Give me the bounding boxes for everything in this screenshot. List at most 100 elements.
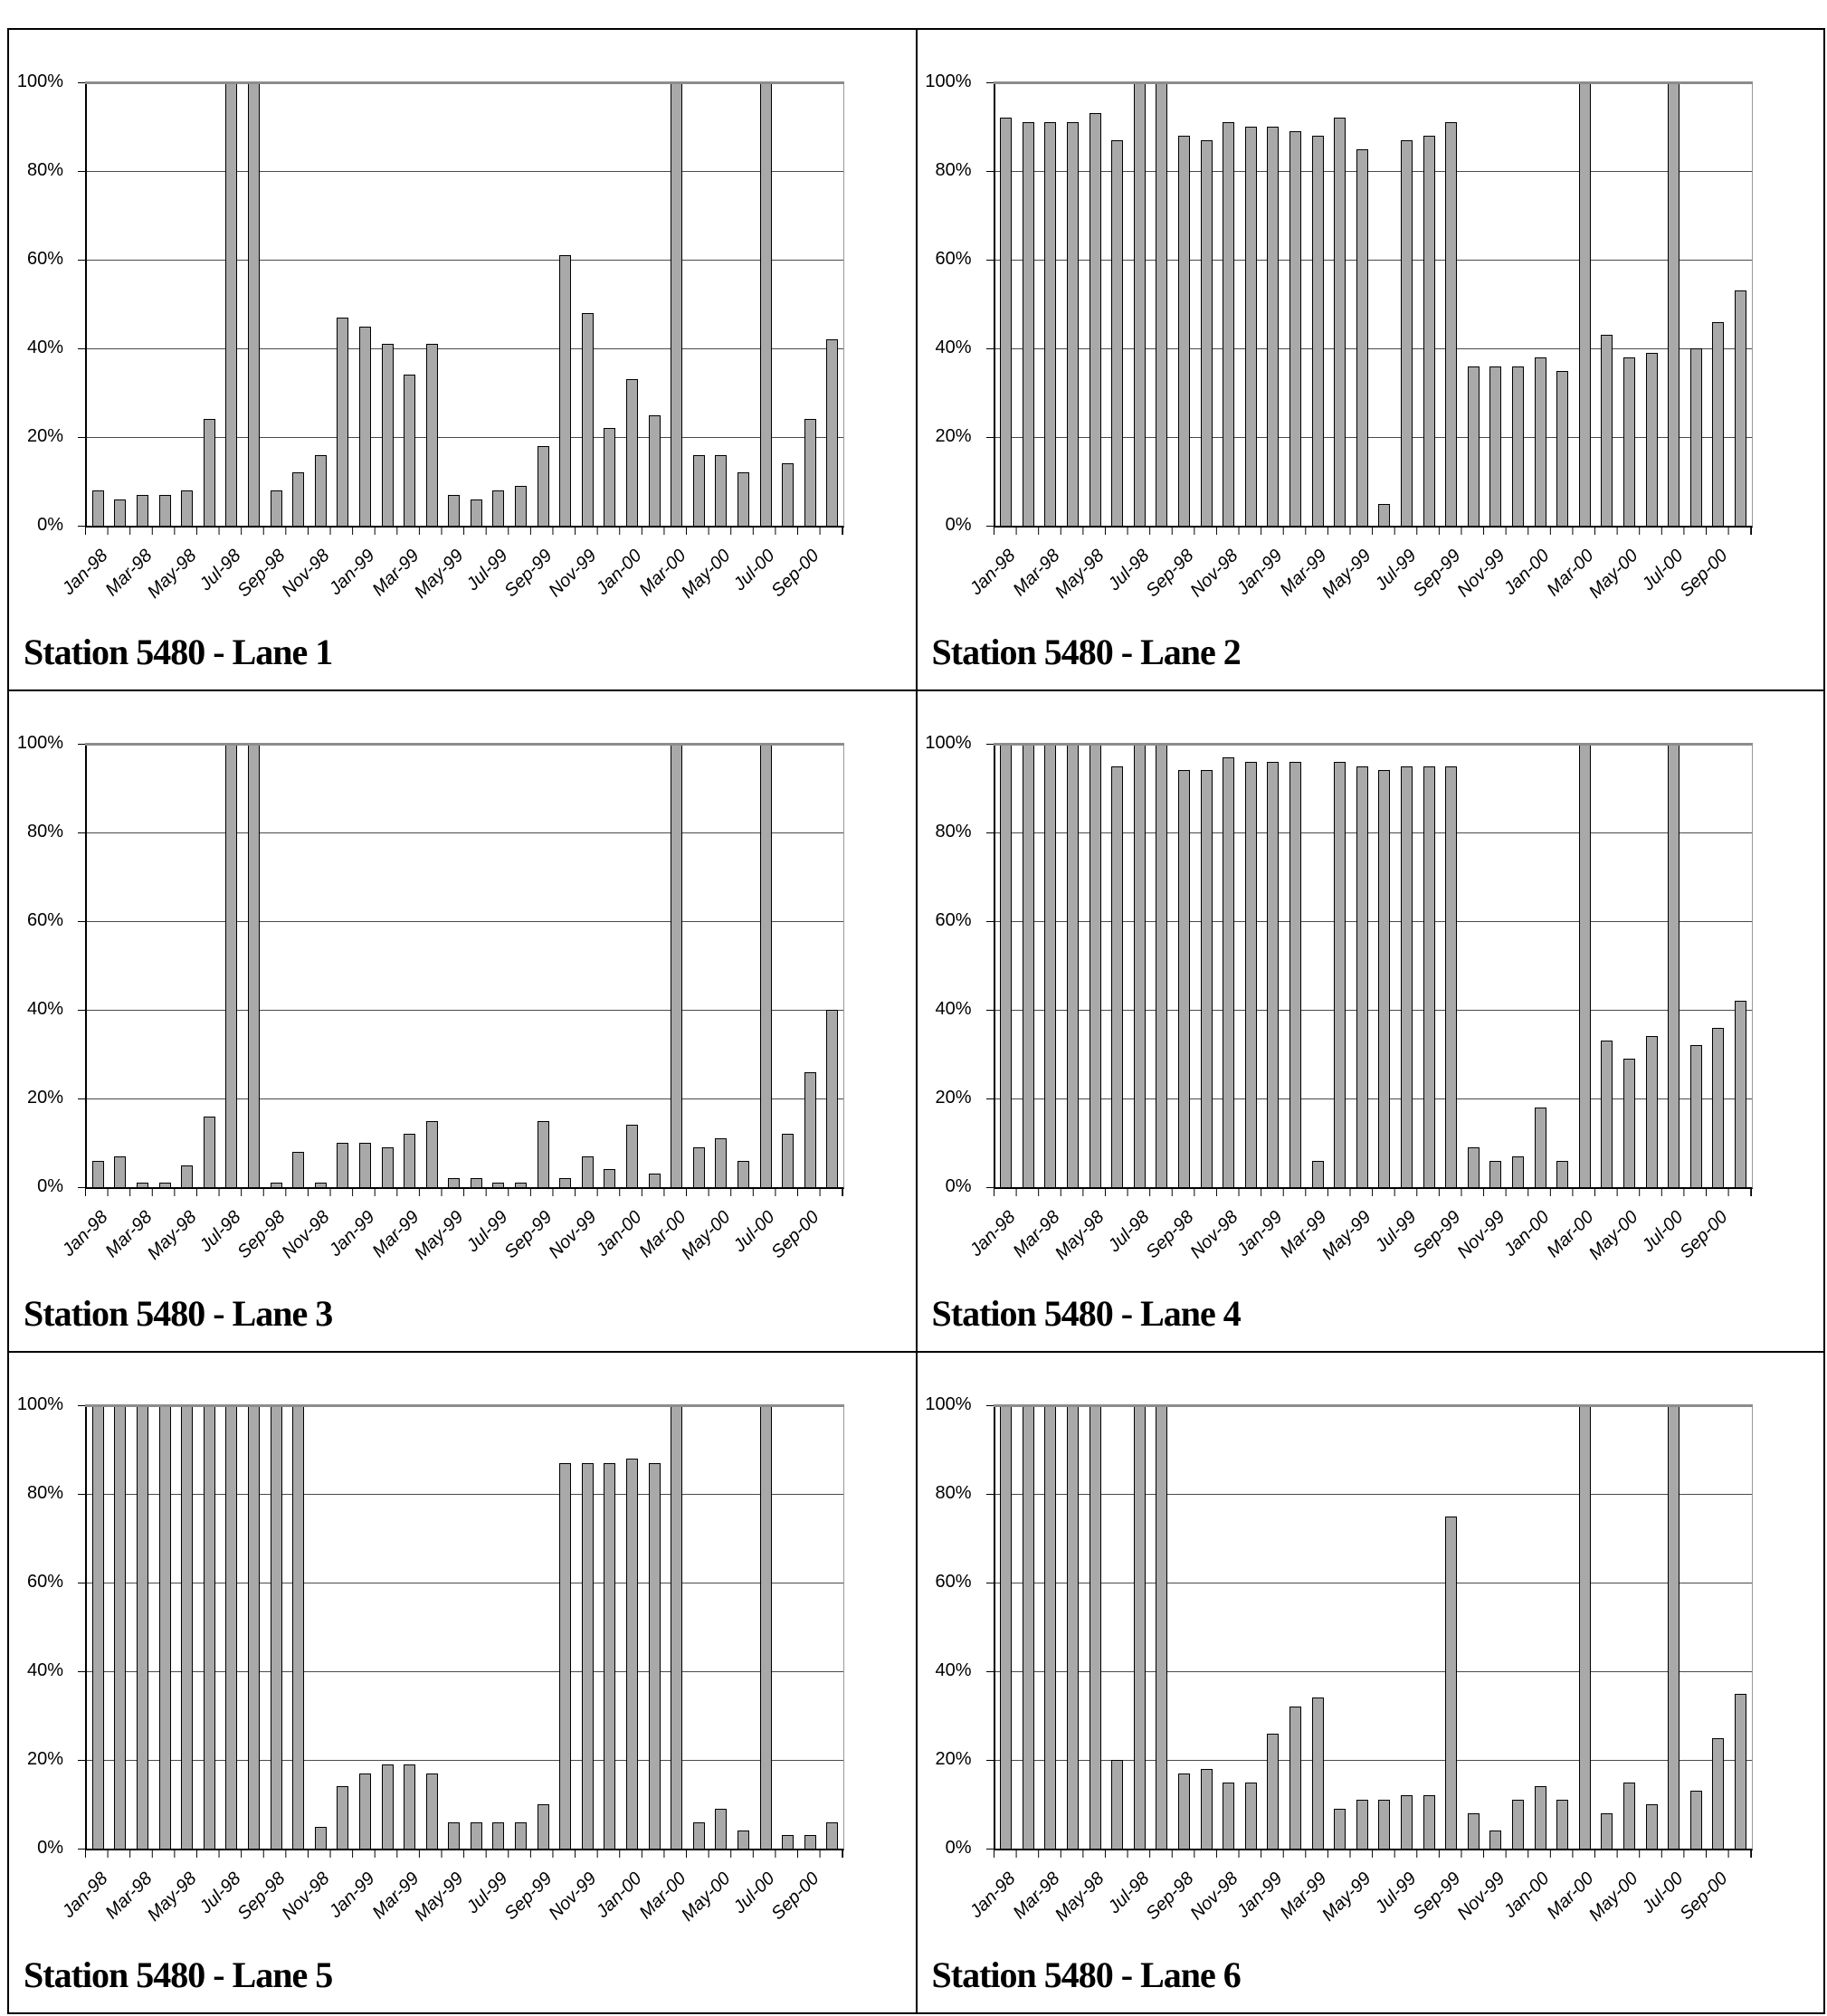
bar-slot (1195, 1405, 1218, 1849)
x-axis-label: May-99 (1318, 1869, 1375, 1926)
bar (114, 499, 127, 526)
y-axis-label: 0% (945, 515, 972, 535)
bar (1489, 1160, 1502, 1187)
x-axis-label: Jan-98 (58, 546, 112, 599)
bar (1378, 1800, 1391, 1849)
bar (1334, 118, 1346, 526)
x-axis-label: Nov-98 (1186, 1207, 1242, 1263)
bar-slot (799, 82, 822, 526)
y-axis-label: 0% (37, 515, 63, 535)
x-axis-label: Jan-00 (592, 1207, 646, 1260)
bar (1489, 1831, 1502, 1849)
bar (626, 379, 639, 526)
y-axis-label: 20% (935, 1749, 972, 1769)
bar (515, 485, 528, 526)
bar (1356, 148, 1368, 526)
y-axis-label: 100% (16, 71, 63, 91)
bar-slot (1485, 1405, 1508, 1849)
bar (1334, 761, 1346, 1187)
bar-slot (1173, 744, 1195, 1187)
bar-slot (532, 82, 555, 526)
bar-series (87, 1405, 843, 1849)
bar (1423, 135, 1435, 526)
bar (782, 1134, 795, 1187)
bar-slot (1284, 82, 1307, 526)
bar (604, 1169, 616, 1187)
bar-slot (1395, 744, 1418, 1187)
bar (1400, 766, 1413, 1187)
bar-slot (198, 82, 221, 526)
x-axis-label: May-00 (1585, 546, 1643, 603)
x-axis-label: May-98 (143, 1207, 201, 1264)
bar (759, 1405, 772, 1849)
y-axis-label: 100% (16, 733, 63, 753)
bar (1734, 1693, 1746, 1849)
bar (114, 1405, 127, 1849)
x-axis-label: May-98 (143, 1869, 201, 1926)
x-axis-label: Nov-98 (1186, 546, 1242, 602)
bar (203, 1405, 215, 1849)
bar-slot (243, 82, 265, 526)
bar-slot (421, 1405, 443, 1849)
bar (1067, 122, 1080, 526)
bar (181, 1405, 194, 1849)
y-axis-label: 20% (26, 1088, 63, 1108)
bar-slot (1351, 82, 1374, 526)
y-axis-label: 40% (26, 338, 63, 357)
bar-slot (643, 82, 666, 526)
bar (759, 744, 772, 1187)
bar (492, 490, 505, 526)
bar-slot (1685, 82, 1708, 526)
bar (136, 494, 148, 526)
bar-slot (154, 82, 176, 526)
bar-slot (265, 744, 288, 1187)
x-axis-ticks (993, 1189, 1752, 1196)
y-axis-label: 0% (945, 1176, 972, 1196)
bar (225, 1405, 238, 1849)
bar-slot (421, 82, 443, 526)
bar-slot (1662, 1405, 1685, 1849)
bar (225, 744, 238, 1187)
x-axis-label: Nov-99 (1453, 546, 1509, 602)
bar-slot (1351, 1405, 1374, 1849)
bar (1267, 1733, 1280, 1849)
bar (1089, 113, 1101, 526)
chart-title-lane-6: Station 5480 - Lane 6 (931, 1954, 1242, 1995)
plot-area (85, 743, 844, 1189)
y-axis-ticks (985, 744, 994, 1188)
bar-slot (621, 744, 643, 1187)
x-axis-label: Sep-98 (233, 1207, 290, 1263)
hundred-percent-line (993, 81, 1753, 84)
x-axis-label: Sep-00 (767, 546, 823, 602)
bar-slot (131, 744, 154, 1187)
bar (1178, 770, 1191, 1187)
x-axis-label: May-98 (1051, 546, 1109, 603)
bar (1645, 352, 1658, 526)
y-axis-label: 40% (26, 999, 63, 1019)
bar-slot (1596, 744, 1619, 1187)
x-axis-label: Sep-99 (1409, 1207, 1465, 1263)
bar (425, 1773, 438, 1849)
bar (1022, 1405, 1034, 1849)
bar (247, 744, 260, 1187)
y-axis-label: 100% (925, 1394, 972, 1414)
y-axis-labels: 100% 80% 60% 40% 20% 0% (9, 71, 74, 535)
bar-slot (465, 82, 488, 526)
bar-slot (1040, 744, 1062, 1187)
bar-slot (1574, 744, 1596, 1187)
bar-slot (1084, 744, 1107, 1187)
bar-slot (1040, 1405, 1062, 1849)
bar-slot (265, 82, 288, 526)
bar-slot (1685, 744, 1708, 1187)
y-axis-label: 60% (935, 1572, 972, 1592)
bar (1178, 1773, 1191, 1849)
bar (1311, 1697, 1324, 1849)
bar (1467, 1146, 1480, 1187)
bar (1067, 1405, 1080, 1849)
bar (1689, 1045, 1702, 1187)
bar (559, 1178, 572, 1187)
bar (270, 1183, 282, 1187)
bar (1044, 744, 1057, 1187)
bar (114, 1155, 127, 1187)
bar-series (995, 1405, 1752, 1849)
